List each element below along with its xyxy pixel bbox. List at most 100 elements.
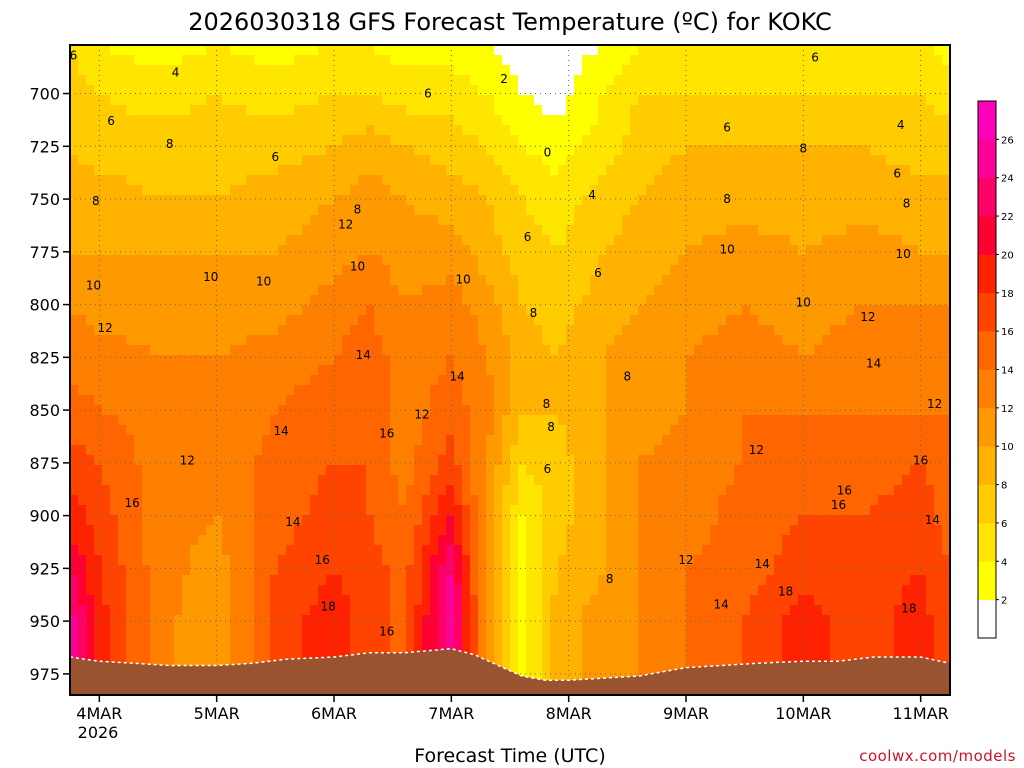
temperature-cell — [542, 125, 551, 136]
temperature-cell — [94, 45, 103, 56]
temperature-cell — [406, 375, 415, 386]
temperature-cell — [598, 535, 607, 546]
temperature-cell — [230, 75, 239, 86]
temperature-cell — [678, 575, 687, 586]
temperature-cell — [366, 245, 375, 256]
temperature-cell — [654, 515, 663, 526]
temperature-cell — [126, 135, 135, 146]
temperature-cell — [590, 495, 599, 506]
temperature-cell — [302, 315, 311, 326]
temperature-cell — [390, 485, 399, 496]
temperature-cell — [230, 265, 239, 276]
temperature-cell — [518, 345, 527, 356]
temperature-cell — [278, 285, 287, 296]
temperature-cell — [662, 305, 671, 316]
temperature-cell — [606, 485, 615, 496]
temperature-cell — [422, 535, 431, 546]
temperature-cell — [542, 605, 551, 616]
temperature-cell — [246, 505, 255, 516]
temperature-cell — [414, 355, 423, 366]
temperature-cell — [422, 425, 431, 436]
temperature-cell — [414, 245, 423, 256]
temperature-cell — [366, 195, 375, 206]
temperature-cell — [310, 365, 319, 376]
temperature-cell — [278, 65, 287, 76]
temperature-cell — [70, 235, 79, 246]
temperature-cell — [238, 645, 247, 656]
temperature-cell — [142, 65, 151, 76]
temperature-cell — [342, 325, 351, 336]
temperature-cell — [478, 545, 487, 556]
temperature-cell — [486, 505, 495, 516]
temperature-cell — [342, 105, 351, 116]
temperature-cell — [614, 385, 623, 396]
temperature-cell — [326, 175, 335, 186]
temperature-cell — [606, 435, 615, 446]
temperature-cell — [134, 535, 143, 546]
temperature-cell — [566, 425, 575, 436]
temperature-cell — [238, 455, 247, 466]
temperature-cell — [334, 555, 343, 566]
temperature-cell — [182, 295, 191, 306]
temperature-cell — [126, 155, 135, 166]
temperature-cell — [86, 155, 95, 166]
temperature-cell — [254, 465, 263, 476]
temperature-cell — [102, 105, 111, 116]
temperature-cell — [406, 455, 415, 466]
temperature-cell — [382, 605, 391, 616]
temperature-cell — [142, 195, 151, 206]
temperature-cell — [318, 125, 327, 136]
temperature-cell — [86, 355, 95, 366]
temperature-cell — [486, 55, 495, 66]
temperature-cell — [390, 305, 399, 316]
temperature-cell — [486, 385, 495, 396]
temperature-cell — [118, 475, 127, 486]
temperature-cell — [566, 295, 575, 306]
temperature-cell — [558, 325, 567, 336]
temperature-cell — [182, 255, 191, 266]
temperature-cell — [326, 395, 335, 406]
temperature-cell — [446, 575, 455, 586]
temperature-cell — [158, 125, 167, 136]
temperature-cell — [606, 175, 615, 186]
temperature-cell — [550, 175, 559, 186]
temperature-cell — [446, 75, 455, 86]
temperature-cell — [518, 275, 527, 286]
temperature-cell — [574, 475, 583, 486]
temperature-cell — [286, 265, 295, 276]
temperature-cell — [222, 645, 231, 656]
temperature-cell — [638, 115, 647, 126]
temperature-cell — [94, 235, 103, 246]
temperature-cell — [190, 175, 199, 186]
temperature-cell — [590, 375, 599, 386]
temperature-cell — [318, 305, 327, 316]
temperature-cell — [558, 175, 567, 186]
temperature-cell — [422, 215, 431, 226]
temperature-cell — [198, 255, 207, 266]
temperature-cell — [390, 205, 399, 216]
temperature-cell — [158, 445, 167, 456]
temperature-cell — [190, 75, 199, 86]
temperature-cell — [278, 215, 287, 226]
temperature-cell — [478, 85, 487, 96]
temperature-cell — [174, 445, 183, 456]
temperature-cell — [406, 195, 415, 206]
temperature-cell — [222, 655, 231, 666]
temperature-cell — [254, 365, 263, 376]
temperature-cell — [110, 405, 119, 416]
temperature-cell — [190, 425, 199, 436]
temperature-cell — [462, 565, 471, 576]
temperature-cell — [494, 245, 503, 256]
temperature-cell — [590, 545, 599, 556]
temperature-cell — [574, 605, 583, 616]
temperature-cell — [574, 405, 583, 416]
temperature-cell — [286, 525, 295, 536]
temperature-cell — [126, 305, 135, 316]
temperature-cell — [302, 625, 311, 636]
temperature-cell — [414, 345, 423, 356]
temperature-cell — [94, 55, 103, 66]
temperature-cell — [198, 185, 207, 196]
temperature-cell — [534, 325, 543, 336]
temperature-cell — [358, 635, 367, 646]
temperature-cell — [142, 325, 151, 336]
